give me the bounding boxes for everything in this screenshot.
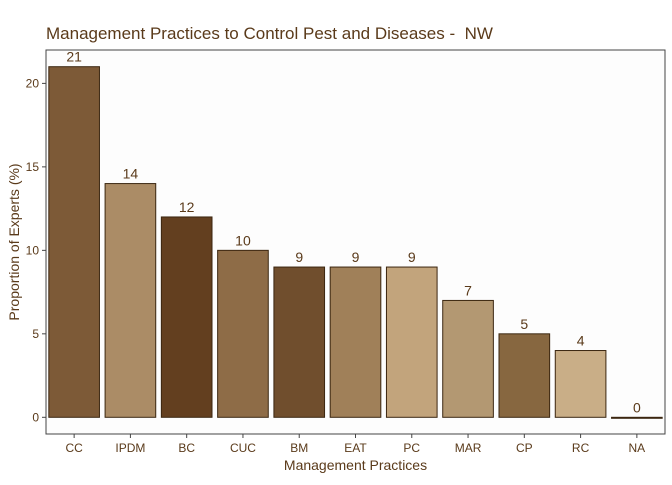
x-tick-label-mar: MAR	[455, 441, 482, 455]
data-label-cuc: 10	[235, 232, 251, 248]
y-tick-label: 10	[26, 243, 40, 257]
bar-pc	[385, 266, 438, 418]
data-label-cc: 21	[66, 49, 82, 65]
y-axis-title: Proportion of Experts (%)	[6, 163, 22, 320]
y-tick-label: 5	[32, 327, 39, 341]
bar-bm	[273, 266, 326, 418]
x-tick-label-na: NA	[629, 441, 646, 455]
data-label-bm: 9	[295, 249, 303, 265]
data-label-pc: 9	[408, 249, 416, 265]
bar-cuc	[217, 249, 269, 418]
x-tick-label-eat: EAT	[344, 441, 367, 455]
x-tick-label-cp: CP	[516, 441, 533, 455]
data-label-mar: 7	[464, 282, 472, 298]
y-tick-label: 20	[26, 76, 40, 90]
x-tick-label-pc: PC	[403, 441, 420, 455]
data-label-na: 0	[633, 399, 641, 415]
y-tick-label: 0	[32, 410, 39, 424]
bar-eat	[329, 266, 382, 418]
bar-ipdm	[104, 183, 157, 418]
chart-title: Management Practices to Control Pest and…	[46, 24, 493, 43]
bar-rc	[554, 350, 607, 418]
data-label-bc: 12	[179, 199, 195, 215]
x-tick-label-ipdm: IPDM	[115, 441, 145, 455]
bar-cc	[48, 66, 100, 418]
bar-bc	[160, 216, 213, 418]
x-tick-label-rc: RC	[572, 441, 590, 455]
y-tick-label: 15	[26, 160, 40, 174]
data-label-cp: 5	[520, 316, 528, 332]
x-tick-label-bc: BC	[178, 441, 195, 455]
x-tick-label-cuc: CUC	[230, 441, 256, 455]
data-label-eat: 9	[352, 249, 360, 265]
x-tick-label-cc: CC	[65, 441, 83, 455]
data-label-rc: 4	[577, 333, 585, 349]
x-axis-title: Management Practices	[284, 457, 427, 473]
x-tick-label-bm: BM	[290, 441, 308, 455]
bar-mar	[442, 299, 494, 418]
bar-na	[611, 416, 663, 419]
data-label-ipdm: 14	[123, 166, 139, 182]
bar-cp	[498, 333, 551, 418]
